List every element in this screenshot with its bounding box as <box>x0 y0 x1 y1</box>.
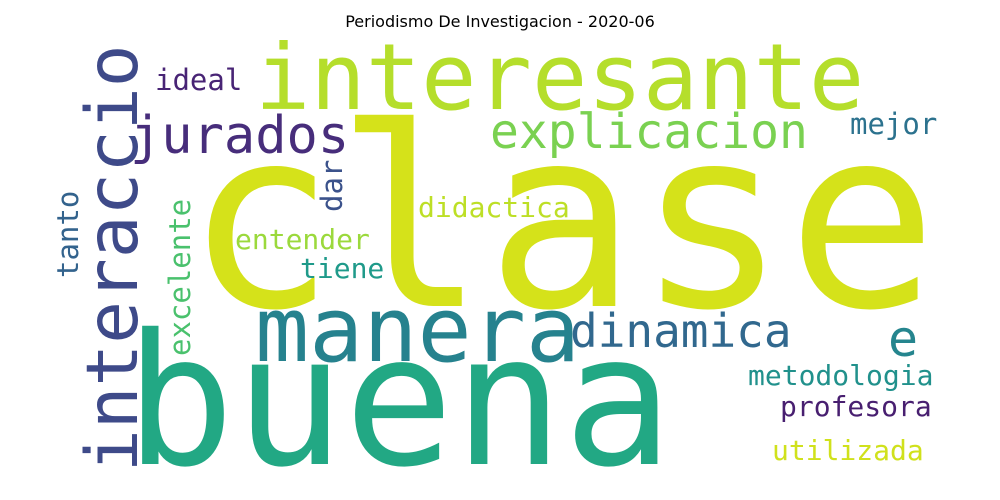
word-entender: entender <box>235 223 370 256</box>
word-e: e <box>888 310 919 368</box>
word-interesante: interesante <box>255 40 865 131</box>
word-cloud: clase buena interesante manera interacci… <box>50 40 950 490</box>
word-mejor: mejor <box>850 107 938 141</box>
chart-title: Periodismo De Investigacion - 2020-06 <box>345 12 655 31</box>
word-interaccion: interaccion <box>71 40 154 472</box>
word-metodologia: metodologia <box>748 359 934 392</box>
word-dar: dar <box>315 159 349 212</box>
word-clase: clase <box>185 74 938 365</box>
word-profesora: profesora <box>780 390 932 423</box>
word-tanto: tanto <box>51 190 85 278</box>
word-explicacion: explicacion <box>490 104 808 160</box>
word-manera: manera <box>255 278 581 383</box>
word-didactica: didactica <box>418 191 570 224</box>
word-jurados: jurados <box>130 106 350 166</box>
word-dinamica: dinamica <box>570 304 792 358</box>
word-excelente: excelente <box>163 198 197 356</box>
word-utilizada: utilizada <box>772 434 924 467</box>
word-ideal: ideal <box>155 63 243 97</box>
word-tiene: tiene <box>300 252 385 285</box>
word-buena: buena <box>125 295 673 490</box>
